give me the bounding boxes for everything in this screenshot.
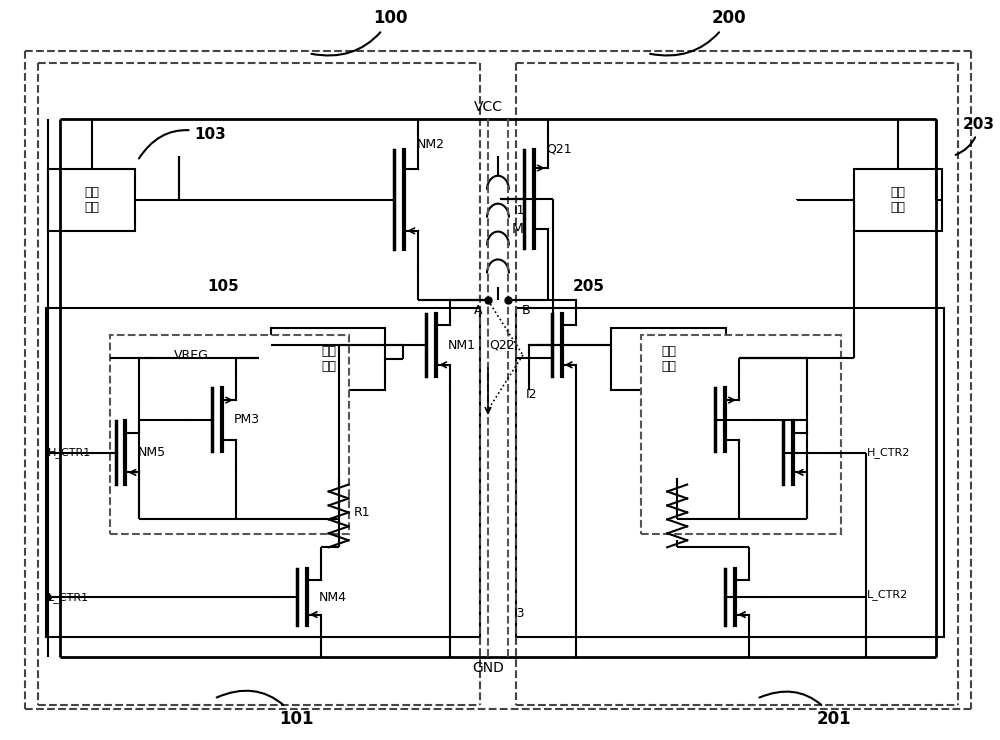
- Text: H_CTR2: H_CTR2: [866, 447, 910, 458]
- Text: I1: I1: [514, 204, 525, 217]
- Text: L_CTR2: L_CTR2: [866, 588, 908, 599]
- Text: A: A: [474, 303, 482, 317]
- Text: Q21: Q21: [546, 142, 571, 155]
- Text: 103: 103: [139, 127, 226, 158]
- Bar: [854, 169, 942, 231]
- Text: H_CTR1: H_CTR1: [48, 447, 91, 458]
- Bar: [641, 335, 841, 534]
- Text: 钳位
电路: 钳位 电路: [662, 345, 677, 373]
- Bar: [516, 309, 944, 637]
- Text: GND: GND: [472, 661, 504, 675]
- Text: 203: 203: [956, 117, 995, 155]
- Text: L_CTR1: L_CTR1: [48, 591, 89, 602]
- Bar: [611, 328, 726, 390]
- Text: I3: I3: [514, 608, 525, 621]
- Text: 105: 105: [207, 279, 239, 294]
- Bar: [46, 309, 480, 637]
- Text: VREG: VREG: [174, 349, 209, 362]
- Bar: [48, 169, 135, 231]
- Bar: [271, 328, 385, 390]
- Text: 200: 200: [650, 10, 747, 56]
- Text: 升压
电路: 升压 电路: [891, 186, 906, 214]
- Bar: [110, 335, 349, 534]
- Text: NM2: NM2: [416, 138, 444, 152]
- Text: NM1: NM1: [448, 339, 476, 352]
- Text: VCC: VCC: [473, 100, 502, 114]
- Text: R1: R1: [354, 506, 370, 519]
- Text: 100: 100: [311, 10, 408, 56]
- Text: 201: 201: [759, 692, 851, 727]
- Text: PM3: PM3: [234, 414, 260, 426]
- Text: Q22: Q22: [489, 339, 515, 352]
- Text: M: M: [512, 221, 524, 235]
- Text: 101: 101: [217, 690, 313, 727]
- Text: 钳位
电路: 钳位 电路: [321, 345, 336, 373]
- Text: B: B: [522, 303, 530, 317]
- Text: NM5: NM5: [137, 446, 166, 459]
- Text: 205: 205: [573, 279, 605, 294]
- Text: NM4: NM4: [319, 591, 347, 604]
- Text: I2: I2: [526, 388, 537, 401]
- Text: 升压
电路: 升压 电路: [84, 186, 99, 214]
